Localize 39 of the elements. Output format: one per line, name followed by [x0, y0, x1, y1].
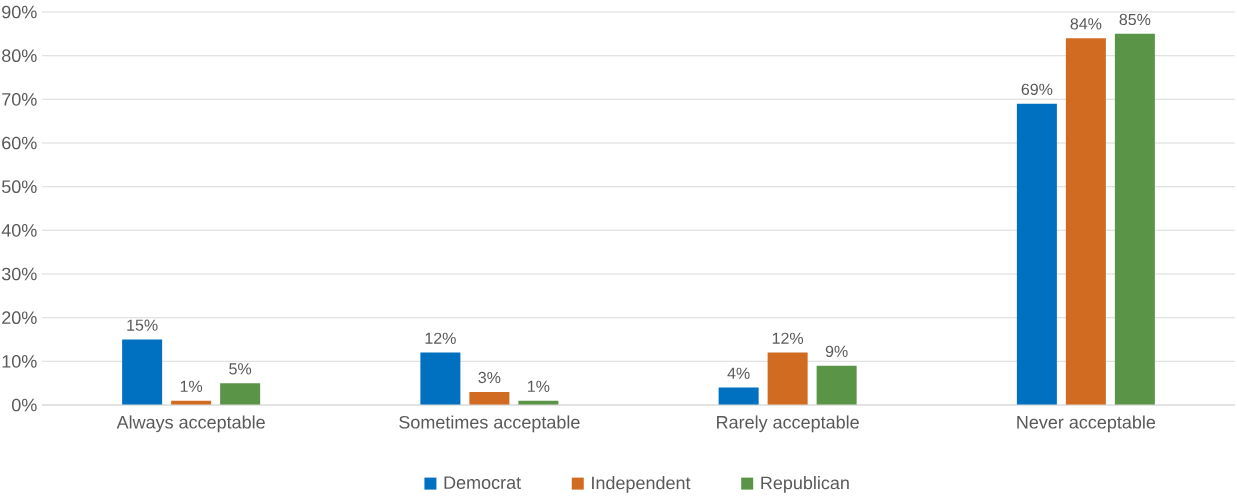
- bar: [1016, 103, 1057, 405]
- data-label: 85%: [1119, 13, 1151, 26]
- data-label: 69%: [1021, 83, 1053, 95]
- legend-label: Independent: [592, 476, 691, 493]
- bar: [420, 352, 461, 405]
- y-tick-label: 0%: [11, 398, 37, 412]
- data-label: 1%: [528, 380, 550, 392]
- y-tick-label: 80%: [2, 49, 37, 63]
- bar: [816, 365, 857, 405]
- y-tick-label: 70%: [2, 92, 37, 106]
- x-tick-label: Sometimes acceptable: [399, 415, 580, 433]
- x-tick-label: Always acceptable: [116, 415, 265, 433]
- data-label: 12%: [425, 332, 456, 344]
- x-tick-label: Never acceptable: [1017, 415, 1156, 433]
- data-label: 84%: [1070, 18, 1102, 30]
- data-label: 3%: [478, 371, 501, 384]
- data-label: 9%: [825, 345, 848, 357]
- bar: [1114, 33, 1155, 405]
- bar: [718, 387, 759, 405]
- bar: [1065, 38, 1106, 405]
- data-label: 4%: [727, 367, 750, 379]
- y-tick-label: 40%: [1, 223, 37, 237]
- y-tick-label: 20%: [2, 311, 37, 325]
- x-tick-label: Rarely acceptable: [717, 415, 859, 433]
- y-tick-label: 90%: [2, 5, 37, 19]
- bar: [220, 383, 261, 405]
- y-tick-label: 60%: [2, 136, 37, 150]
- y-tick-label: 10%: [2, 354, 37, 368]
- legend-label: Democrat: [444, 476, 521, 489]
- data-label: 5%: [229, 363, 252, 375]
- bar: [122, 339, 163, 405]
- data-label: 1%: [180, 380, 203, 392]
- bar: [469, 391, 510, 405]
- y-tick-label: 50%: [1, 180, 37, 194]
- y-tick-label: 30%: [1, 267, 37, 281]
- bar: [767, 352, 808, 405]
- data-label: 15%: [127, 319, 158, 331]
- legend-label: Republican: [761, 476, 849, 493]
- data-label: 12%: [772, 332, 804, 344]
